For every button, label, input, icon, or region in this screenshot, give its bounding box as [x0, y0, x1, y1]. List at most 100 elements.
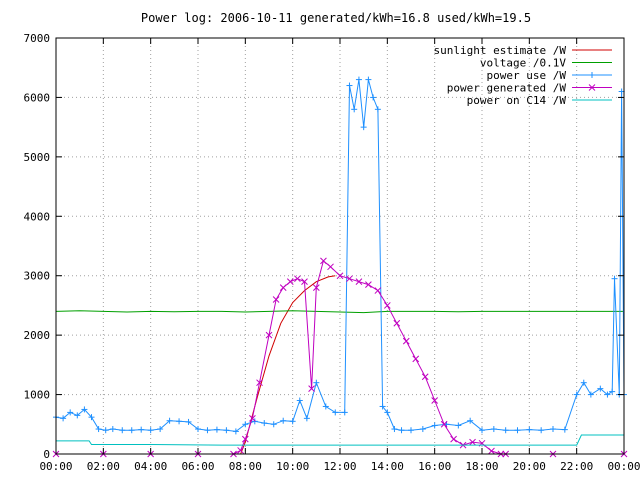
plus-marker — [408, 427, 414, 434]
x-marker — [393, 319, 401, 327]
plus-marker — [351, 106, 358, 113]
legend-item: sunlight estimate /W — [434, 44, 612, 57]
plus-marker — [322, 403, 329, 410]
plus-marker — [67, 409, 74, 416]
plus-marker — [185, 418, 192, 425]
x-tick-label: 10:00 — [276, 460, 309, 473]
plus-marker — [580, 379, 587, 386]
plus-marker — [391, 426, 398, 433]
plus-marker — [223, 427, 230, 434]
plus-marker — [573, 391, 580, 398]
x-tick-label: 02:00 — [87, 460, 120, 473]
x-tick-label: 12:00 — [323, 460, 356, 473]
x-marker — [588, 84, 596, 91]
axis-layer: 0 1000 2000 3000 4000 5000 6000 7000 00:00 02:00 0… — [24, 32, 640, 473]
x-tick-label: 08:00 — [229, 460, 262, 473]
plus-marker — [261, 420, 268, 427]
plus-marker — [232, 428, 239, 435]
x-tick-label: 00:00 — [39, 460, 72, 473]
x-marker — [374, 287, 382, 294]
x-marker — [336, 272, 344, 280]
plus-marker — [332, 409, 339, 416]
plus-marker — [204, 427, 211, 434]
x-tick-label: 06:00 — [181, 460, 214, 473]
x-marker — [488, 447, 495, 455]
plus-marker — [490, 426, 497, 433]
plus-marker — [176, 418, 183, 425]
x-tick-label: 00:00 — [607, 460, 640, 473]
y-tick-label: 2000 — [24, 329, 51, 342]
x-marker — [312, 284, 320, 291]
plus-marker — [538, 427, 545, 434]
y-tick-label: 1000 — [24, 389, 51, 402]
plus-marker — [270, 421, 277, 428]
legend-label: power use /W — [487, 69, 567, 82]
plus-marker — [398, 427, 405, 434]
plus-marker — [280, 417, 287, 424]
plus-marker — [384, 409, 391, 416]
x-marker — [241, 435, 249, 443]
plus-marker — [81, 406, 88, 413]
plus-marker — [611, 275, 618, 282]
plus-marker — [374, 106, 381, 113]
plus-marker — [213, 426, 220, 433]
x-marker — [431, 397, 439, 404]
x-marker — [237, 447, 244, 454]
plus-marker — [296, 397, 303, 404]
x-marker — [469, 438, 476, 446]
x-marker — [256, 379, 263, 387]
legend-label: power on C14 /W — [467, 94, 567, 107]
plus-marker — [60, 415, 67, 422]
plus-marker — [341, 409, 348, 416]
x-marker — [346, 275, 353, 283]
plus-marker — [419, 426, 426, 433]
series-line-0 — [240, 275, 336, 455]
plus-marker — [455, 422, 462, 429]
plus-marker — [379, 403, 386, 410]
x-marker — [308, 385, 315, 392]
plus-marker — [526, 426, 533, 433]
plus-marker — [313, 379, 320, 386]
plus-marker — [95, 426, 102, 433]
plus-marker — [109, 426, 116, 433]
x-marker — [272, 296, 280, 303]
legend-label: power generated /W — [447, 82, 567, 95]
x-marker — [412, 355, 420, 363]
x-marker — [383, 302, 391, 309]
x-tick-label: 20:00 — [513, 460, 546, 473]
plus-marker — [550, 426, 556, 433]
series-layer — [52, 76, 628, 458]
series-markers-3 — [52, 257, 628, 458]
x-marker — [440, 420, 448, 428]
plus-marker — [147, 427, 154, 434]
plus-marker — [502, 427, 509, 434]
x-marker — [450, 435, 457, 443]
series-markers-2 — [53, 76, 627, 435]
plus-marker — [346, 82, 353, 89]
plus-marker — [365, 76, 372, 83]
plus-marker — [431, 422, 438, 429]
legend-label: sunlight estimate /W — [434, 44, 567, 57]
plus-marker — [166, 417, 173, 424]
y-tick-label: 0 — [43, 448, 50, 461]
plus-marker — [88, 414, 95, 421]
legend-item: power generated /W — [447, 82, 612, 95]
legend-item: power use /W — [487, 69, 612, 82]
plus-marker — [370, 94, 377, 101]
plus-marker — [242, 421, 249, 428]
plus-marker — [479, 427, 485, 434]
x-tick-label: 16:00 — [418, 460, 451, 473]
plus-marker — [587, 391, 594, 398]
plus-marker — [157, 426, 164, 433]
series-line-3 — [56, 260, 624, 455]
plus-marker — [102, 427, 109, 434]
x-marker — [286, 278, 294, 286]
plus-marker — [303, 415, 310, 422]
plus-marker — [138, 426, 145, 433]
plus-marker — [597, 385, 604, 392]
x-tick-label: 18:00 — [465, 460, 498, 473]
plus-marker — [128, 427, 135, 434]
x-marker — [265, 331, 273, 339]
